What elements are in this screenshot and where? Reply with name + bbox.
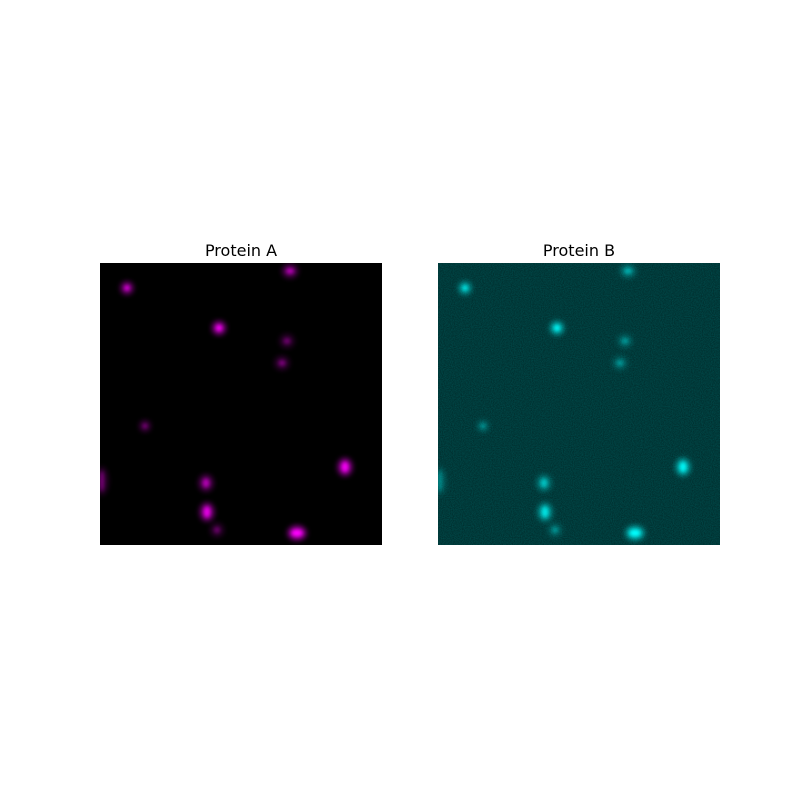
punctum [554, 325, 560, 331]
punctum [203, 506, 211, 518]
panel-title: Protein B [542, 241, 616, 260]
punctum [283, 338, 291, 344]
punctum [541, 506, 549, 518]
punctum [286, 268, 294, 274]
punctum [481, 424, 485, 428]
punctum [552, 527, 558, 533]
punctum [124, 285, 130, 291]
punctum [278, 360, 286, 366]
panel-title: Protein A [204, 241, 278, 260]
protein-a-panel: Protein A [100, 238, 382, 545]
punctum [629, 529, 641, 537]
punctum [143, 424, 147, 428]
punctum [100, 471, 104, 491]
micrograph-background [100, 263, 382, 545]
puncta-layer [100, 264, 353, 541]
punctum [462, 285, 468, 291]
punctum [679, 462, 687, 472]
punctum [341, 462, 349, 472]
puncta-layer [438, 264, 691, 541]
punctum [540, 478, 548, 488]
punctum [621, 338, 629, 344]
punctum [291, 529, 303, 537]
punctum [216, 325, 222, 331]
punctum [202, 478, 210, 488]
punctum [616, 360, 624, 366]
punctum [438, 471, 442, 491]
protein-b-micrograph [438, 263, 720, 545]
micrograph-noise [438, 263, 720, 545]
punctum [214, 527, 220, 533]
protein-b-panel: Protein B [438, 238, 720, 545]
protein-a-micrograph [100, 263, 382, 545]
punctum [624, 268, 632, 274]
